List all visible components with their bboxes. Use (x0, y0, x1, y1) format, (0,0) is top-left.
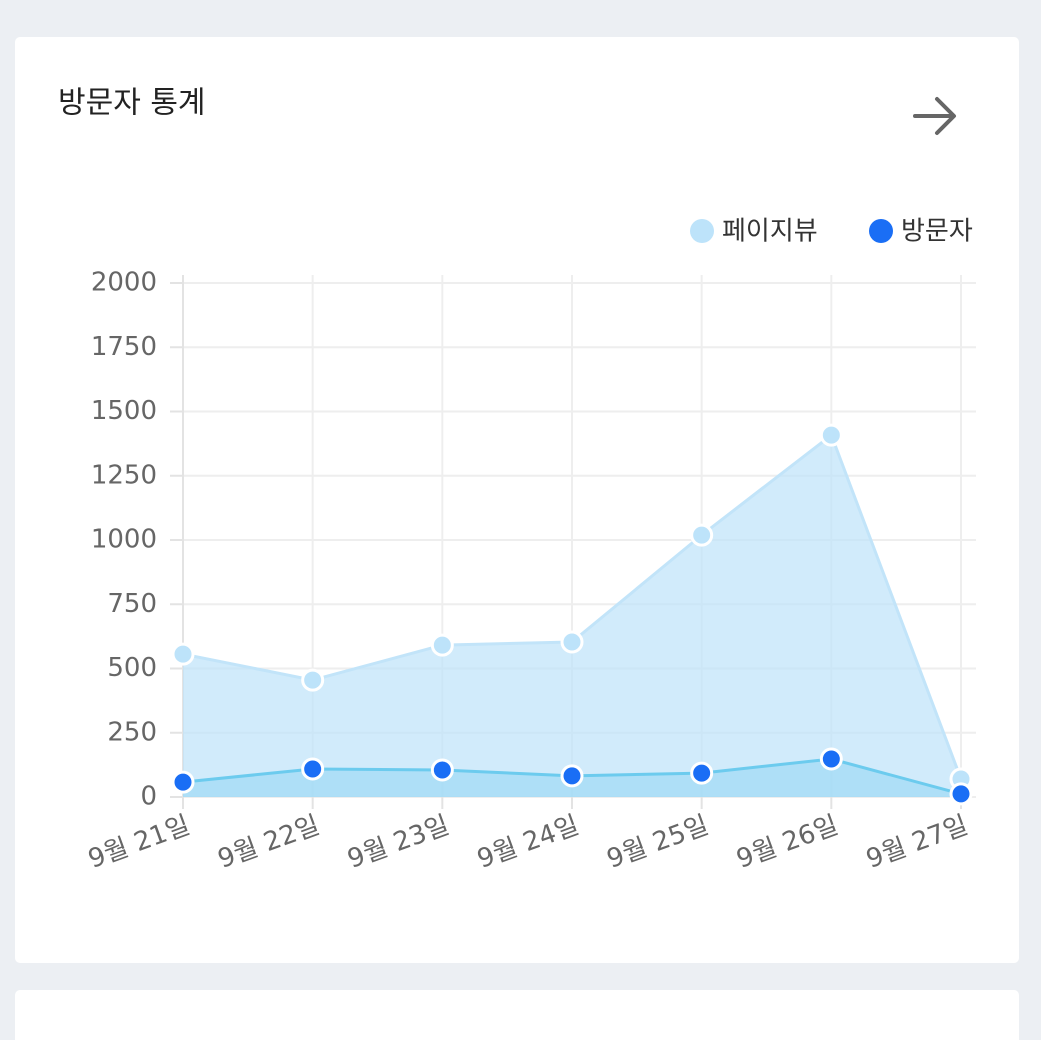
y-tick-label: 750 (107, 589, 157, 619)
data-point (171, 642, 195, 666)
data-point (430, 633, 454, 657)
y-tick-label: 0 (140, 782, 157, 812)
y-tick-label: 1500 (91, 396, 157, 426)
legend-marker (690, 219, 714, 243)
data-point (301, 668, 325, 692)
y-tick-label: 500 (107, 653, 157, 683)
y-tick-label: 1750 (91, 332, 157, 362)
next-card (15, 990, 1019, 1040)
series-area (183, 435, 961, 797)
legend-label: 방문자 (901, 217, 973, 247)
arrow-head (935, 97, 956, 135)
y-tick-label: 2000 (91, 268, 157, 298)
data-point (560, 764, 584, 788)
data-point (819, 423, 843, 447)
y-tick-label: 1000 (91, 525, 157, 555)
data-point (819, 747, 843, 771)
legend-marker (869, 219, 893, 243)
data-point (690, 761, 714, 785)
data-point (949, 782, 973, 806)
y-tick-label: 1250 (91, 460, 157, 490)
legend-label: 페이지뷰 (722, 217, 818, 247)
y-tick-label: 250 (107, 717, 157, 747)
card-title: 방문자 통계 (58, 86, 206, 121)
data-point (301, 757, 325, 781)
arrow-button[interactable] (913, 97, 956, 135)
data-point (171, 770, 195, 794)
data-point (560, 630, 584, 654)
data-point (690, 523, 714, 547)
data-point (430, 758, 454, 782)
